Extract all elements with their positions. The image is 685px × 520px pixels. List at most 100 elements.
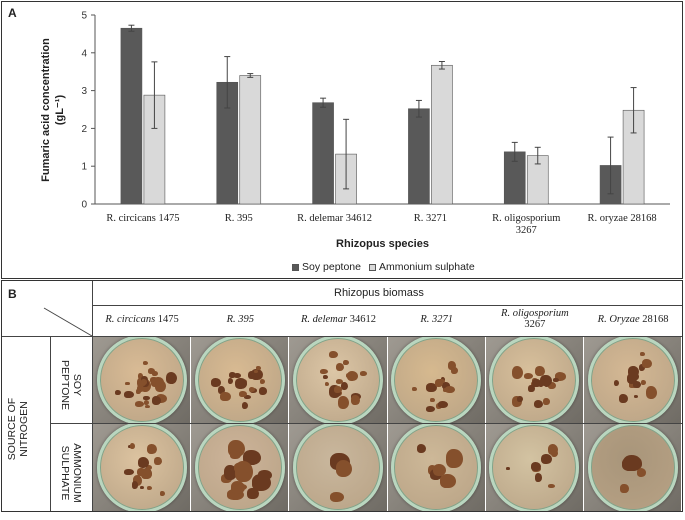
- fungal-colony: [512, 395, 522, 407]
- x-tick-label: R. oligosporium 3267: [492, 213, 560, 236]
- fungal-colony: [614, 380, 620, 387]
- legend-swatch-ammonium: [368, 263, 376, 271]
- fungal-colony: [543, 379, 551, 387]
- fungal-colony: [343, 359, 350, 366]
- fungal-colony: [132, 475, 142, 486]
- species-header: R. Oryzae 28168: [584, 314, 682, 325]
- petri-dish: [489, 337, 580, 423]
- fungal-colony: [537, 380, 545, 386]
- species-header: R. 395: [191, 314, 289, 325]
- fungal-colony: [151, 395, 162, 406]
- fungal-colony: [528, 384, 535, 393]
- legend-swatch-soy: [292, 263, 299, 271]
- fungal-colony: [532, 378, 541, 388]
- petri-photo-soy-peptone: [485, 337, 583, 423]
- grid-divider: [92, 281, 93, 511]
- fungal-colony: [554, 372, 567, 381]
- y-tick-label: 1: [81, 162, 87, 173]
- fungal-colony: [234, 373, 242, 378]
- fungal-colony: [137, 372, 144, 380]
- fungal-colony: [155, 379, 166, 392]
- fungal-colony: [140, 485, 145, 489]
- grid-divider: [92, 305, 682, 306]
- fungal-colony: [256, 366, 261, 370]
- fungal-colony: [234, 462, 252, 473]
- fungal-colony: [548, 381, 556, 389]
- fungal-colony: [253, 370, 259, 374]
- fungal-colony: [143, 400, 150, 406]
- x-tick-label: R. oryzae 28168: [588, 213, 657, 224]
- fungal-colony: [124, 468, 134, 475]
- fungal-colony: [633, 380, 639, 386]
- fungal-colony: [442, 381, 451, 390]
- fungal-colony: [341, 381, 349, 390]
- fungal-colony: [337, 396, 349, 409]
- petri-dish: [194, 337, 285, 423]
- fungal-colony: [524, 372, 534, 379]
- fungal-colony: [139, 379, 147, 386]
- fungal-colony: [141, 468, 152, 480]
- fungal-colony: [534, 466, 539, 471]
- fungal-colony: [444, 386, 455, 393]
- fungal-colony: [137, 385, 144, 393]
- fungal-colony: [547, 443, 559, 455]
- petri-photo-ammonium-sulphate: [93, 424, 191, 511]
- panel-a: A 0 1 2 3 4 5 Fumaric acid concentration (gL⁻¹)…: [1, 1, 683, 279]
- fungal-colony: [115, 390, 121, 395]
- fungal-colony: [336, 363, 345, 372]
- fungal-colony: [447, 360, 457, 371]
- row1-label-text: SOY PEPTONE: [59, 360, 83, 410]
- fungal-colony: [451, 366, 459, 375]
- fungal-colony: [330, 492, 344, 502]
- panel-a-letter: A: [8, 6, 17, 20]
- petri-dish: [292, 337, 384, 423]
- fungal-colony: [230, 450, 241, 459]
- fungal-colony: [137, 456, 150, 468]
- y-tick-label: 4: [81, 48, 87, 59]
- fungal-colony: [257, 470, 272, 481]
- fungal-colony: [131, 481, 139, 489]
- fungal-colony: [329, 350, 339, 358]
- petri-photo-ammonium-sulphate: [289, 424, 387, 511]
- corner-diagonal: [43, 307, 93, 337]
- fungal-colony: [152, 370, 158, 377]
- petri-dish: [391, 337, 482, 423]
- fungal-colony: [155, 394, 167, 403]
- petri-dish: [292, 424, 384, 511]
- fungal-colony: [432, 463, 446, 476]
- fungal-colony: [146, 465, 152, 471]
- fungal-colony: [335, 460, 353, 478]
- fungal-colony: [241, 401, 249, 410]
- bar: [120, 27, 143, 205]
- fungal-colony: [417, 444, 427, 453]
- fungal-colony: [228, 371, 236, 379]
- y-axis-title: Fumaric acid concentration (gL⁻¹): [40, 38, 66, 182]
- strain-number: 1475: [157, 314, 179, 325]
- fungal-colony: [552, 377, 559, 382]
- fungal-colony: [153, 456, 163, 466]
- bar: [431, 64, 453, 205]
- fungal-colony: [250, 368, 263, 381]
- petri-photo-soy-peptone: [93, 337, 191, 423]
- bar-chart: 0 1 2 3 4 5 Fumaric acid concentration (gL⁻¹) Rh…: [40, 11, 670, 250]
- fungal-colony: [320, 368, 329, 375]
- petri-dish: [587, 337, 678, 423]
- strain-number: 3267: [524, 319, 546, 330]
- panel-b: B Rhizopus biomass R. circicans 1475 R. 3…: [1, 280, 683, 512]
- legend-label-soy: Soy peptone: [302, 261, 361, 273]
- fungal-colony: [223, 464, 238, 481]
- x-tick-label: R. circicans 1475: [106, 213, 179, 224]
- fungal-colony: [226, 489, 244, 501]
- fungal-colony: [642, 359, 652, 369]
- fungal-colony: [411, 386, 417, 392]
- fungal-colony: [622, 455, 643, 472]
- species-header: R. oligosporium 3267: [486, 308, 584, 330]
- row-label-ammonium-sulphate: AMMONIUM SULPHATE: [59, 426, 83, 520]
- fungal-colony: [646, 386, 657, 399]
- fungal-colony: [137, 467, 146, 477]
- fungal-colony: [145, 404, 151, 409]
- fungal-colony: [548, 484, 556, 489]
- fungal-colony: [350, 394, 360, 405]
- petri-dish: [587, 424, 678, 511]
- y-tick-label: 3: [81, 86, 87, 97]
